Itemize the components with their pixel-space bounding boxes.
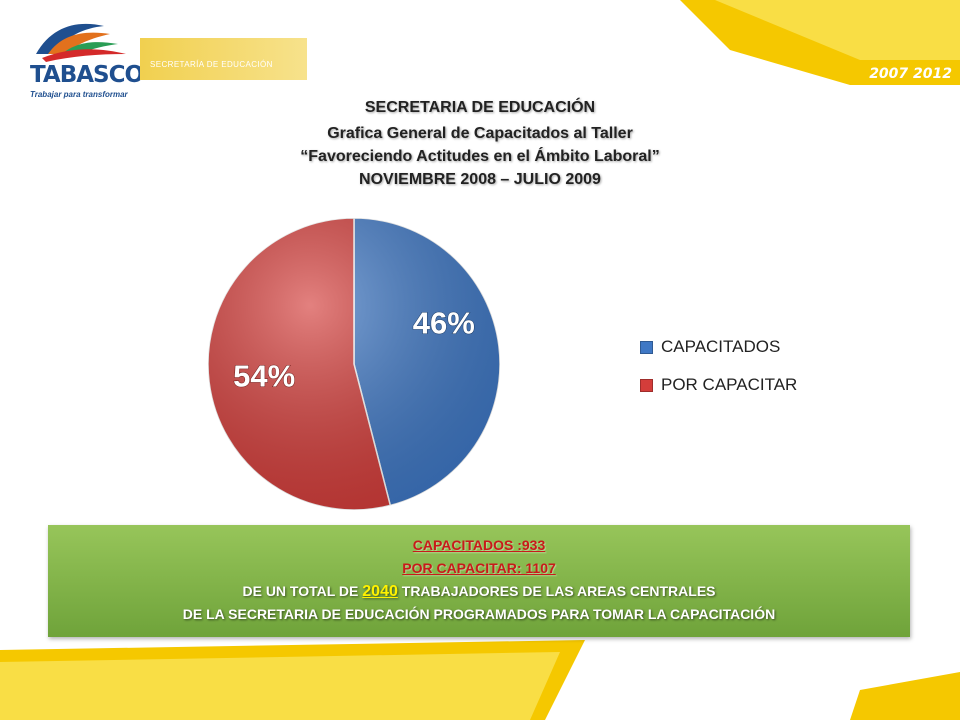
capacitados-label: CAPACITADOS : [412,537,522,553]
tabasco-logo: TABASCO Trabajar para transformar [22,18,144,99]
summary-capacitados: CAPACITADOS :933 [48,534,910,557]
logo-tagline: Trabajar para transformar [30,90,128,99]
logo-wordmark: TABASCO [30,62,144,88]
bottom-left-swoosh-light [0,652,560,720]
legend-swatch-capacitados [640,340,653,354]
department-label: SECRETARÍA DE EDUCACIÓN [150,60,273,69]
bottom-right-swoosh [850,672,960,720]
total-prefix: DE UN TOTAL DE [242,583,363,599]
total-value: 2040 [362,583,398,600]
top-right-swoosh-light [715,0,960,60]
chart-subtitle-3: NOVIEMBRE 2008 – JULIO 2009 [359,171,601,188]
chart-subtitle-1: Grafica General de Capacitados al Taller [327,125,633,142]
total-suffix: TRABAJADORES DE LAS AREAS CENTRALES [397,583,716,599]
data-label-capacitados: 46% [413,306,475,341]
legend-item-capacitados: CAPACITADOS [640,332,797,362]
data-label-por-capacitar: 54% [233,358,295,393]
chart-titles: SECRETARIA DE EDUCACIÓN Grafica General … [180,96,780,191]
legend-item-por-capacitar: POR CAPACITAR [640,370,797,400]
summary-total: DE UN TOTAL DE 2040 TRABAJADORES DE LAS … [48,580,910,603]
pie-chart: 46% 54% [207,217,501,511]
summary-line-4: DE LA SECRETARIA DE EDUCACIÓN PROGRAMADO… [182,606,776,622]
chart-legend: CAPACITADOS POR CAPACITAR [640,332,797,408]
summary-box: CAPACITADOS :933 POR CAPACITAR: 1107 DE … [48,525,910,637]
years-label: 2007 2012 [869,66,952,82]
por-capacitar-label: POR CAPACITAR: [402,560,526,576]
department-banner: SECRETARÍA DE EDUCACIÓN [140,38,307,80]
logo-emblem-icon [36,23,126,62]
legend-label-capacitados: CAPACITADOS [661,337,781,356]
legend-swatch-por-capacitar [640,378,653,392]
por-capacitar-value: 1107 [525,560,556,576]
legend-label-por-capacitar: POR CAPACITAR [661,375,798,394]
summary-por-capacitar: POR CAPACITAR: 1107 [48,557,910,580]
chart-title: SECRETARIA DE EDUCACIÓN [364,99,596,116]
capacitados-value: 933 [521,537,546,553]
chart-subtitle-2: “Favoreciendo Actitudes en el Ámbito Lab… [300,148,660,165]
